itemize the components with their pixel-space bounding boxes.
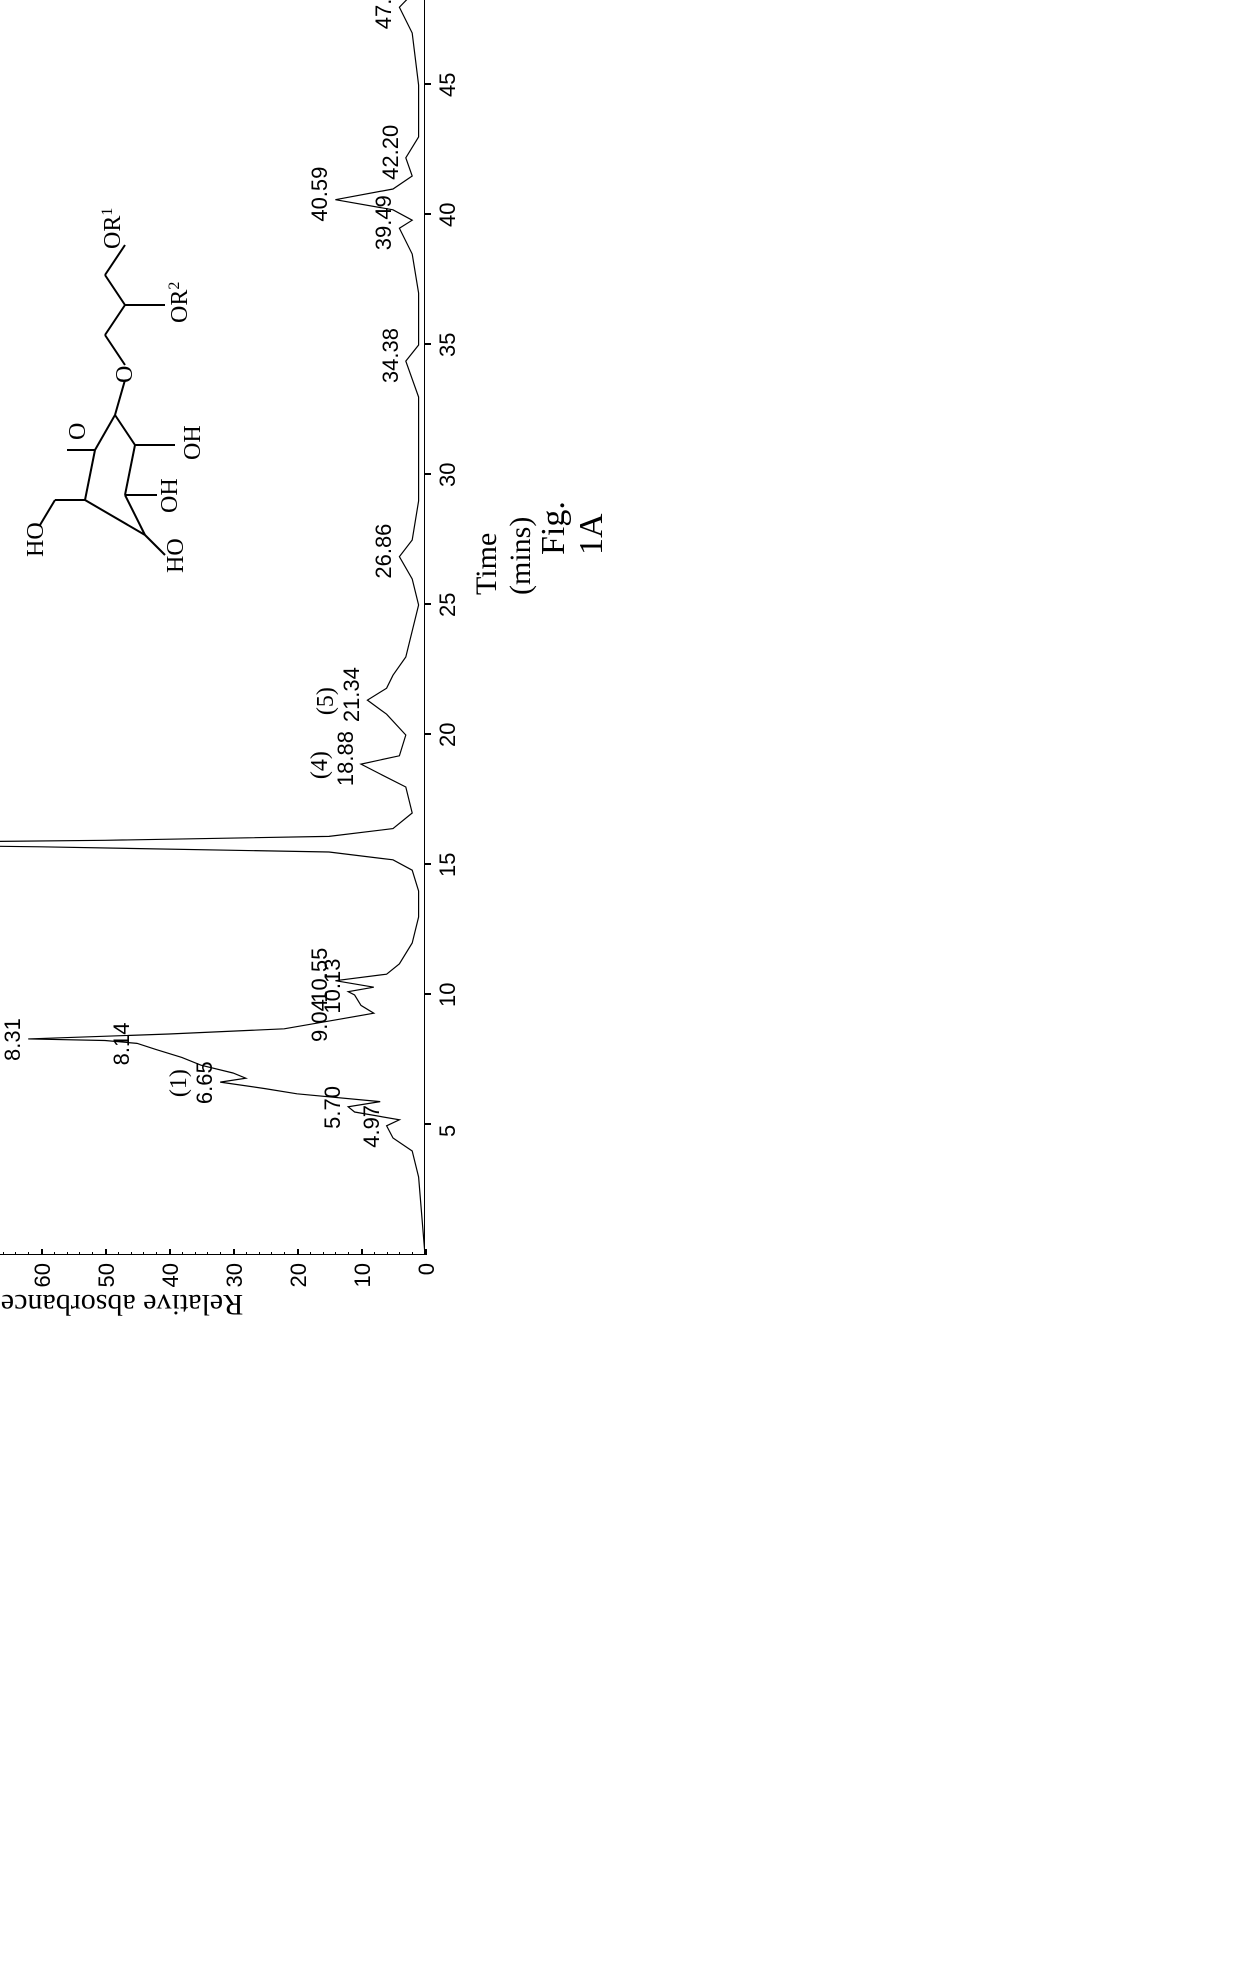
y-tick-mark [105,1249,107,1255]
x-tick-label: 35 [435,333,461,357]
y-minor-tick [412,1252,413,1255]
y-tick-label: 0 [414,1263,440,1303]
y-minor-tick [310,1252,311,1255]
peak-number-label: (5) [313,687,340,715]
struct-oh-label: OH [157,478,183,513]
x-axis-label: Time (mins) [470,517,538,595]
peak-rt-label: 40.59 [307,167,333,222]
y-minor-tick [246,1252,247,1255]
y-minor-tick [284,1252,285,1255]
x-tick-mark [425,864,431,866]
peak-rt-label: 47.99 [371,0,397,29]
y-minor-tick [399,1252,400,1255]
x-tick-label: 20 [435,723,461,747]
y-minor-tick [79,1252,80,1255]
y-minor-tick [143,1252,144,1255]
y-minor-tick [182,1252,183,1255]
peak-rt-label: 42.20 [378,125,404,180]
peak-rt-label: 39.49 [371,195,397,250]
peak-rt-label: 5.70 [320,1086,346,1129]
struct-or2-label: OR2 [166,282,193,323]
y-tick-label: 60 [30,1263,56,1303]
x-tick-label: 10 [435,983,461,1007]
x-tick-mark [425,994,431,996]
x-tick-mark [425,734,431,736]
struct-o-label: O [65,423,91,440]
y-minor-tick [387,1252,388,1255]
y-minor-tick [335,1252,336,1255]
chart-rotated-container: RT: 0.00 - 59.98 Relative absorbance Tim… [0,575,1240,1335]
peak-rt-label: 21.34 [339,667,365,722]
y-tick-mark [361,1249,363,1255]
struct-ho-label: HO [25,522,49,557]
y-tick-label: 20 [286,1263,312,1303]
y-minor-tick [220,1252,221,1255]
x-tick-label: 45 [435,73,461,97]
peak-rt-label: 34.38 [378,328,404,383]
x-tick-mark [425,1124,431,1126]
chemical-structure-generic: HO HO OH OH O O OR1 OR2 [25,195,285,595]
x-tick-mark [425,214,431,216]
peak-rt-label: 8.31 [0,1018,26,1061]
x-tick-mark [425,344,431,346]
x-tick-label: 15 [435,853,461,877]
x-tick-label: 5 [435,1125,461,1137]
peak-number-label: (2) [0,1026,1,1054]
x-tick-mark [425,604,431,606]
y-minor-tick [374,1252,375,1255]
y-minor-tick [259,1252,260,1255]
y-minor-tick [323,1252,324,1255]
y-minor-tick [3,1252,4,1255]
struct-oh-label: OH [180,425,206,460]
y-tick-mark [41,1249,43,1255]
y-minor-tick [207,1252,208,1255]
y-minor-tick [271,1252,272,1255]
y-tick-mark [425,1249,427,1255]
y-tick-label: 30 [222,1263,248,1303]
y-minor-tick [118,1252,119,1255]
y-minor-tick [54,1252,55,1255]
y-minor-tick [92,1252,93,1255]
peak-rt-label: 4.97 [359,1105,385,1148]
peak-number-label: (4) [307,751,334,779]
figure-page: RT: 0.00 - 59.98 Relative absorbance Tim… [0,0,1240,1975]
y-minor-tick [67,1252,68,1255]
figure-label: Fig. 1A [535,501,611,555]
peak-rt-label: 6.65 [192,1061,218,1104]
y-minor-tick [156,1252,157,1255]
peak-rt-label: 26.86 [371,524,397,579]
struct-o-label: O [112,366,138,383]
struct-ho-label: HO [163,538,189,573]
struct-or1-label: OR1 [99,208,126,249]
y-tick-mark [169,1249,171,1255]
peak-number-label: (1) [166,1069,193,1097]
x-tick-mark [425,84,431,86]
y-minor-tick [15,1252,16,1255]
y-minor-tick [195,1252,196,1255]
peak-rt-label: 18.88 [333,731,359,786]
y-minor-tick [348,1252,349,1255]
x-tick-label: 40 [435,203,461,227]
y-minor-tick [131,1252,132,1255]
y-tick-label: 10 [350,1263,376,1303]
peak-rt-label: 8.14 [109,1023,135,1066]
y-tick-mark [297,1249,299,1255]
x-tick-label: 25 [435,593,461,617]
y-tick-label: 50 [94,1263,120,1303]
x-tick-label: 30 [435,463,461,487]
y-tick-mark [233,1249,235,1255]
y-tick-label: 40 [158,1263,184,1303]
peak-rt-label: 10.55 [307,948,333,1003]
x-tick-mark [425,474,431,476]
y-minor-tick [28,1252,29,1255]
